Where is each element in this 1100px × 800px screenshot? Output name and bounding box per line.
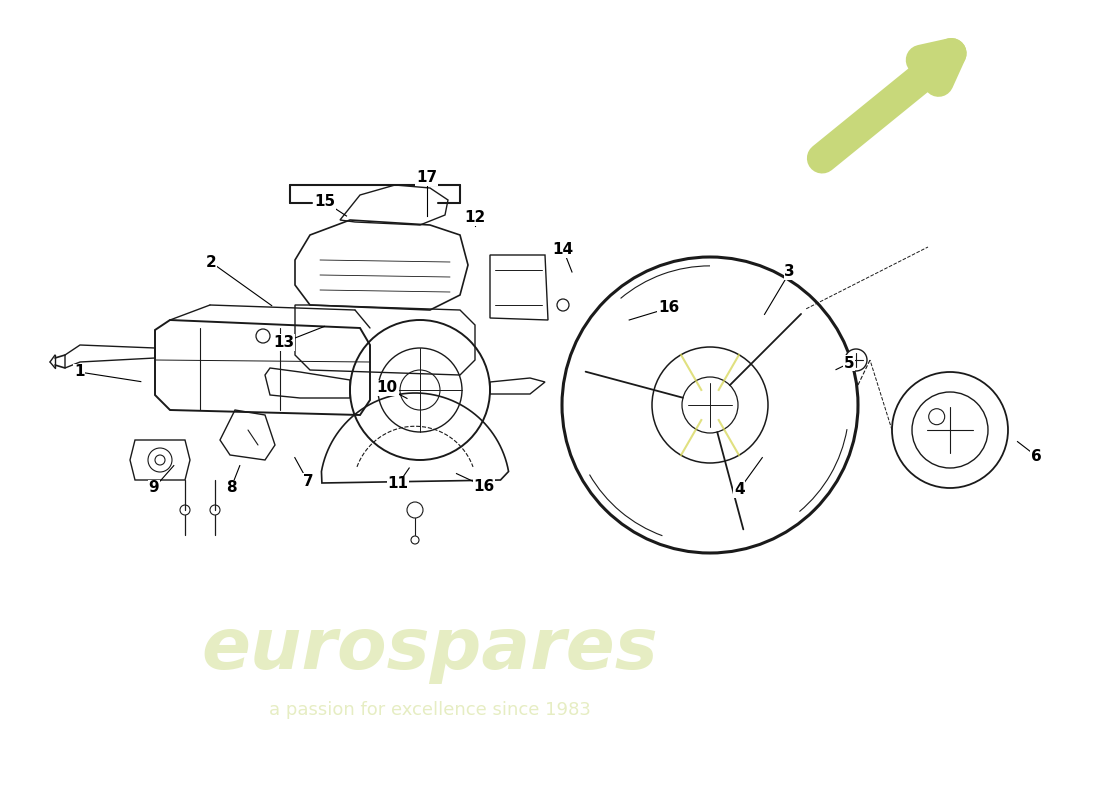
Circle shape <box>256 329 270 343</box>
Circle shape <box>210 505 220 515</box>
Text: 7: 7 <box>302 474 313 489</box>
Circle shape <box>180 505 190 515</box>
Text: 14: 14 <box>552 242 574 257</box>
Text: 16: 16 <box>658 301 680 315</box>
Text: 8: 8 <box>226 481 236 495</box>
Text: a passion for excellence since 1983: a passion for excellence since 1983 <box>270 701 591 719</box>
Text: 12: 12 <box>464 210 486 225</box>
Text: 15: 15 <box>314 194 336 209</box>
Text: 3: 3 <box>784 265 795 279</box>
Text: eurospares: eurospares <box>201 615 659 685</box>
Text: 4: 4 <box>734 482 745 497</box>
Text: 13: 13 <box>273 335 295 350</box>
Text: 6: 6 <box>1031 449 1042 463</box>
Circle shape <box>557 299 569 311</box>
Text: 1: 1 <box>74 365 85 379</box>
Text: 9: 9 <box>148 481 159 495</box>
Text: 10: 10 <box>376 381 398 395</box>
Circle shape <box>411 536 419 544</box>
Text: 17: 17 <box>416 170 438 185</box>
Text: 11: 11 <box>387 477 409 491</box>
Circle shape <box>845 349 867 371</box>
Text: 5: 5 <box>844 356 855 370</box>
Text: 2: 2 <box>206 255 217 270</box>
Text: 16: 16 <box>473 479 495 494</box>
